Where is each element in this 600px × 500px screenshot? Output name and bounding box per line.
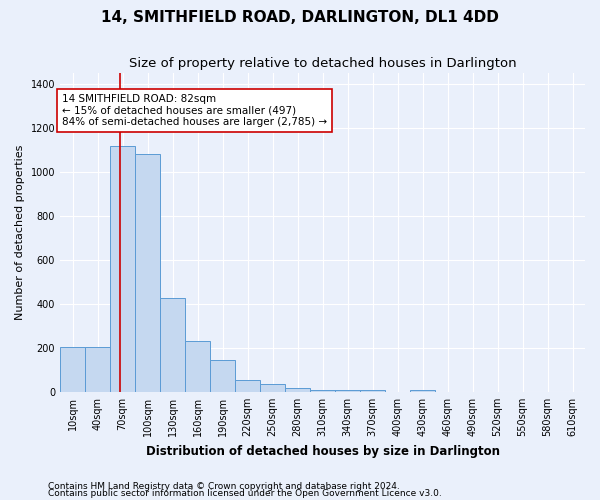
Y-axis label: Number of detached properties: Number of detached properties bbox=[15, 145, 25, 320]
Bar bbox=[335, 390, 360, 392]
Bar bbox=[410, 390, 435, 392]
Text: 14, SMITHFIELD ROAD, DARLINGTON, DL1 4DD: 14, SMITHFIELD ROAD, DARLINGTON, DL1 4DD bbox=[101, 10, 499, 25]
Bar bbox=[160, 298, 185, 392]
Text: 14 SMITHFIELD ROAD: 82sqm
← 15% of detached houses are smaller (497)
84% of semi: 14 SMITHFIELD ROAD: 82sqm ← 15% of detac… bbox=[62, 94, 327, 127]
Title: Size of property relative to detached houses in Darlington: Size of property relative to detached ho… bbox=[129, 58, 517, 70]
Text: Contains HM Land Registry data © Crown copyright and database right 2024.: Contains HM Land Registry data © Crown c… bbox=[48, 482, 400, 491]
Bar bbox=[110, 146, 135, 392]
Bar bbox=[185, 342, 210, 392]
Bar bbox=[235, 380, 260, 392]
Bar bbox=[210, 360, 235, 392]
Bar bbox=[260, 384, 285, 392]
X-axis label: Distribution of detached houses by size in Darlington: Distribution of detached houses by size … bbox=[146, 444, 500, 458]
Bar bbox=[85, 347, 110, 392]
Bar bbox=[310, 390, 335, 392]
Bar bbox=[285, 388, 310, 392]
Text: Contains public sector information licensed under the Open Government Licence v3: Contains public sector information licen… bbox=[48, 489, 442, 498]
Bar bbox=[60, 347, 85, 392]
Bar bbox=[135, 154, 160, 392]
Bar bbox=[360, 390, 385, 392]
